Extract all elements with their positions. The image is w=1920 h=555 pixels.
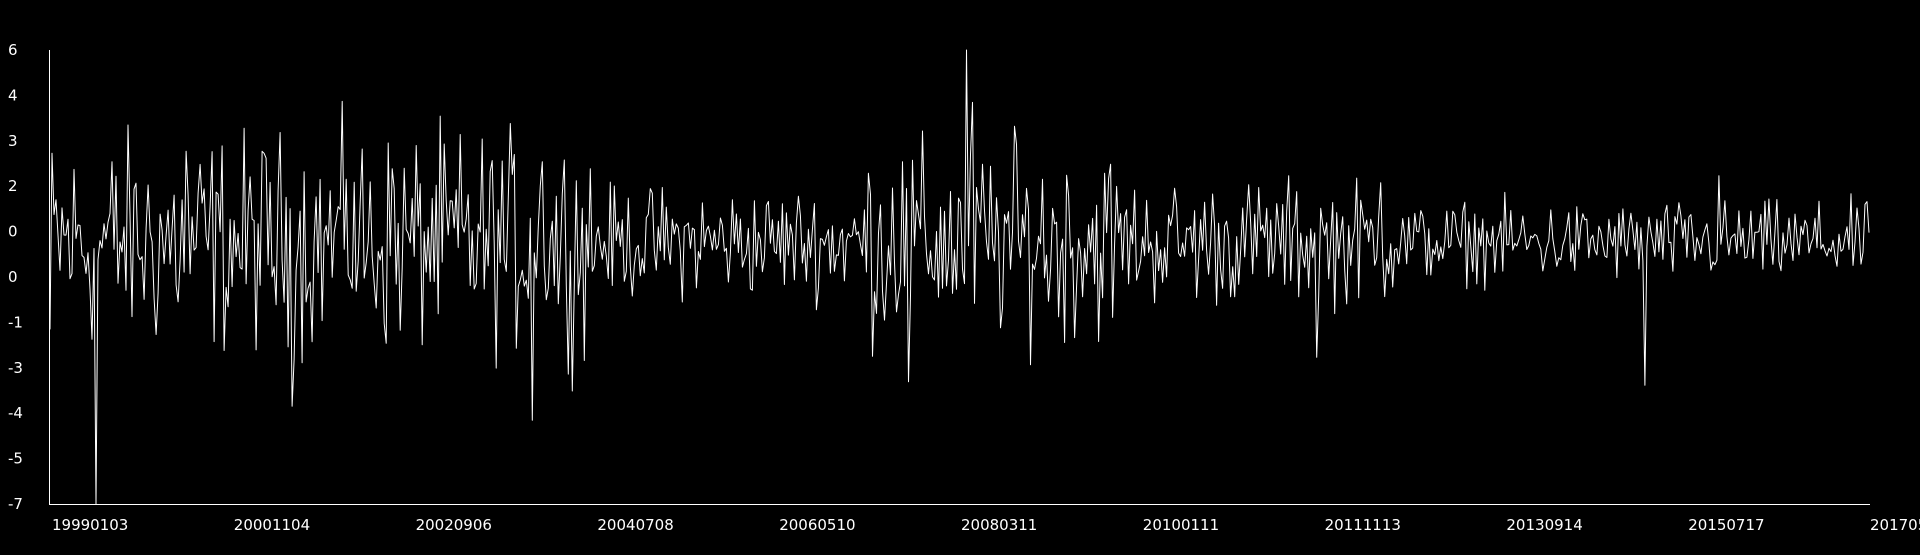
x-tick-label: 20100111 (1143, 516, 1219, 534)
x-tick-label: 20111113 (1325, 516, 1401, 534)
x-tick-label: 20130914 (1506, 516, 1582, 534)
y-tick-label: 3 (8, 132, 18, 150)
y-tick-label: 6 (8, 41, 18, 59)
y-tick-label: -4 (8, 404, 23, 422)
y-tick-label: 2 (8, 177, 18, 195)
x-tick-label: 20060510 (779, 516, 855, 534)
x-tick-label: 19990103 (52, 516, 128, 534)
x-tick-label: 20150717 (1688, 516, 1764, 534)
x-axis-ticks: 19990103 20001104 20020906 20040708 20060510… (52, 516, 1920, 534)
y-tick-label: -5 (8, 450, 23, 468)
y-tick-label: 0 (8, 223, 18, 241)
y-tick-label: -7 (8, 495, 23, 513)
y-tick-label: -1 (8, 313, 23, 331)
x-tick-label: 201705 (1870, 516, 1920, 534)
series-line (49, 49, 1870, 505)
x-tick-label: 20001104 (234, 516, 310, 534)
y-tick-label: 0 (8, 268, 18, 286)
x-tick-label: 20080311 (961, 516, 1037, 534)
x-tick-label: 20020906 (416, 516, 492, 534)
y-axis-ticks: 6 4 3 2 0 0 -1 -3 -4 -5 -7 (8, 41, 23, 513)
x-tick-label: 20040708 (597, 516, 673, 534)
y-tick-label: -3 (8, 359, 23, 377)
y-tick-label: 4 (8, 86, 18, 104)
